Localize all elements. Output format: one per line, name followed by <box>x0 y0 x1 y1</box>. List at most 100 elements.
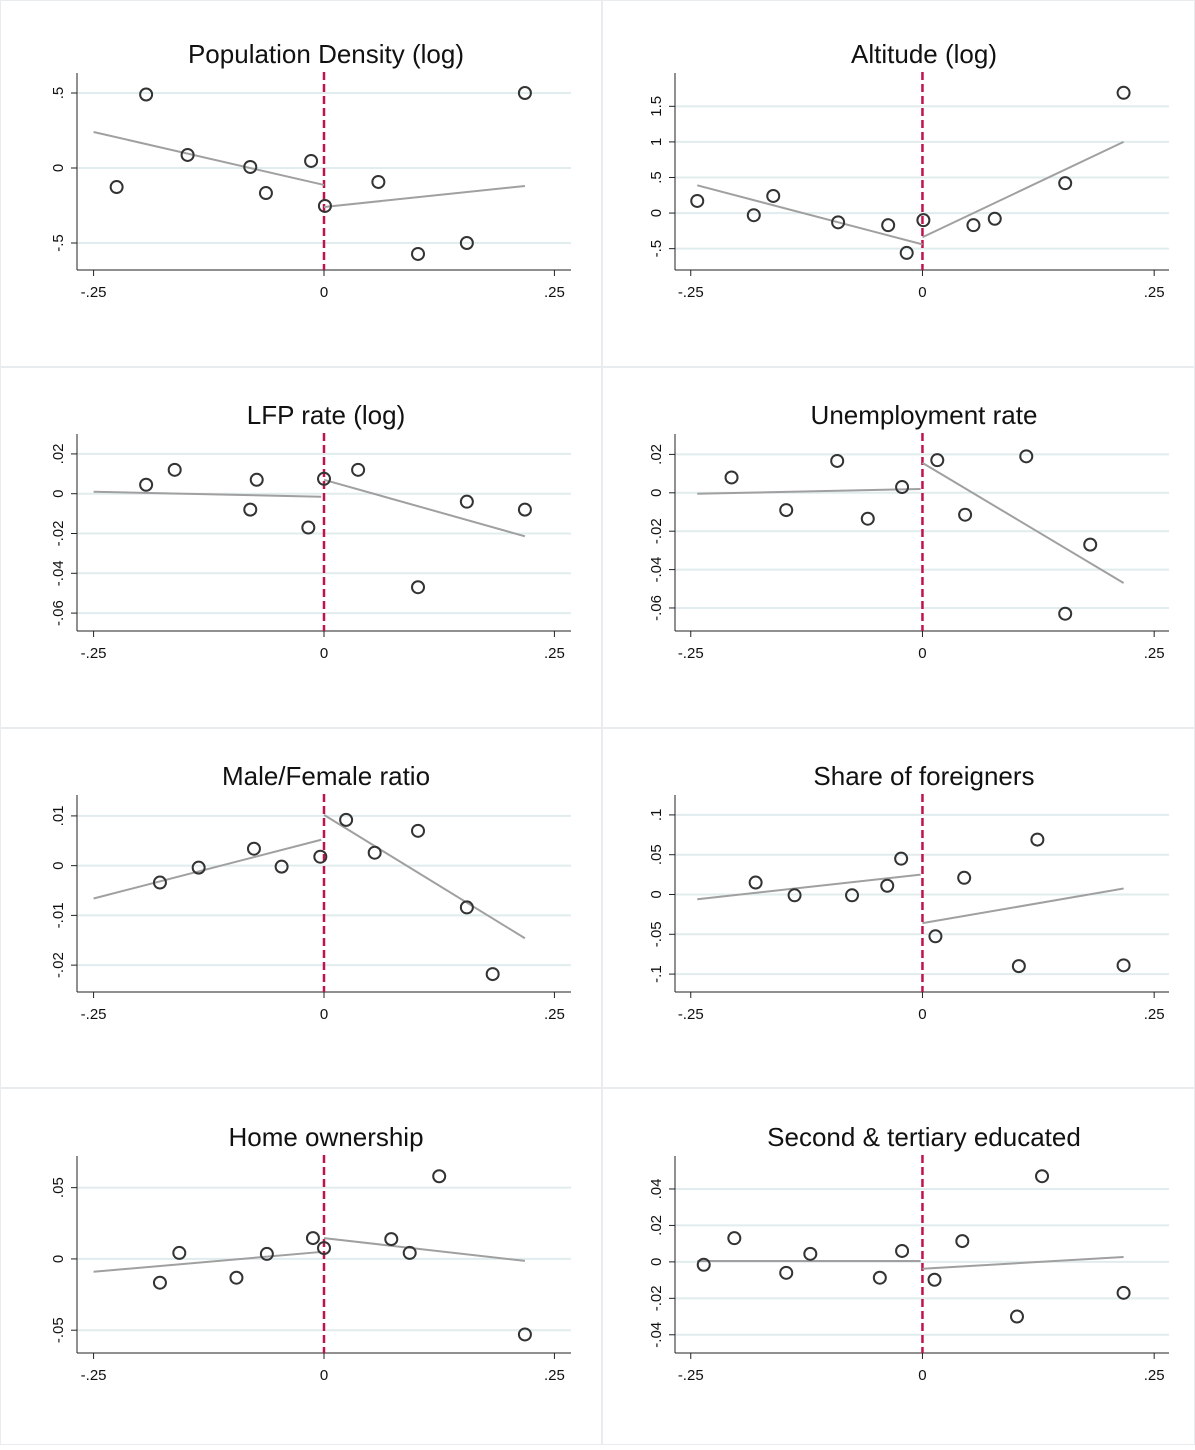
y-tick-label: .05 <box>50 1177 67 1198</box>
data-point <box>339 812 354 827</box>
y-tick-label: .01 <box>50 805 67 826</box>
data-point <box>966 218 981 233</box>
x-tick-label: .25 <box>544 1006 565 1023</box>
y-tick-label: 1.5 <box>648 96 665 117</box>
panel-title: Share of foreigners <box>813 761 1034 791</box>
y-tick-label: -.05 <box>648 921 665 947</box>
fit-line <box>323 814 526 940</box>
y-tick-label: -.04 <box>648 557 665 583</box>
data-point <box>696 1257 711 1272</box>
data-point <box>831 215 846 230</box>
data-point <box>779 503 794 518</box>
data-point <box>916 213 931 228</box>
data-point <box>779 1265 794 1280</box>
data-point <box>371 174 386 189</box>
panel-title: LFP rate (log) <box>247 400 405 430</box>
data-point <box>955 1234 970 1249</box>
data-point <box>881 218 896 233</box>
data-point <box>152 1275 167 1290</box>
panel-title: Altitude (log) <box>851 39 997 69</box>
panel-title: Male/Female ratio <box>222 761 430 791</box>
y-tick-label: -.02 <box>50 952 67 978</box>
data-point <box>109 180 124 195</box>
panel: LFP rate (log) -.06 -.04 -.02 0 .02 -.25 0 .25 <box>50 400 571 662</box>
fit-line <box>93 490 322 498</box>
data-point <box>958 507 973 522</box>
data-point <box>259 1246 274 1261</box>
fit-line <box>697 487 921 495</box>
x-tick-label: -.25 <box>81 284 107 301</box>
data-point <box>351 462 366 477</box>
data-point <box>304 153 319 168</box>
data-point <box>872 1270 887 1285</box>
x-tick-label: .25 <box>544 284 565 301</box>
x-tick-label: 0 <box>320 284 328 301</box>
y-tick-label: .5 <box>50 87 67 100</box>
data-point <box>432 1169 447 1184</box>
data-point <box>229 1270 244 1285</box>
panel: Male/Female ratio -.02 -.01 0 .01 -.25 0 .25 <box>50 761 571 1023</box>
y-tick-label: -.04 <box>50 560 67 586</box>
data-point <box>249 472 264 487</box>
y-tick-label: 0 <box>50 861 67 869</box>
data-point <box>1116 958 1131 973</box>
data-point <box>167 462 182 477</box>
data-point <box>845 888 860 903</box>
data-point <box>152 875 167 890</box>
y-tick-label: -.04 <box>648 1322 665 1348</box>
y-tick-label: -.06 <box>648 595 665 621</box>
data-point <box>305 1231 320 1246</box>
data-point <box>894 851 909 866</box>
data-point <box>313 849 328 864</box>
panel: Second & tertiary educated -.04 -.02 0 .02 .0… <box>648 1122 1169 1384</box>
data-point <box>1116 85 1131 100</box>
data-point <box>243 159 258 174</box>
fit-line <box>921 462 1125 584</box>
y-tick-label: -.5 <box>50 234 67 252</box>
data-point <box>301 520 316 535</box>
data-point <box>724 470 739 485</box>
y-tick-label: 0 <box>50 164 67 172</box>
data-point <box>830 453 845 468</box>
y-tick-label: -.02 <box>648 518 665 544</box>
x-tick-label: -.25 <box>81 1367 107 1384</box>
panel: Population Density (log) -.5 0 .5 -.25 0 .25 <box>50 39 571 301</box>
y-tick-label: 0 <box>50 490 67 498</box>
y-tick-label: .1 <box>648 809 665 822</box>
y-tick-label: 0 <box>648 209 665 217</box>
fit-line <box>697 873 921 901</box>
data-point <box>139 477 154 492</box>
data-point <box>899 245 914 260</box>
y-tick-label: .02 <box>648 1215 665 1236</box>
data-point <box>411 823 426 838</box>
data-point <box>880 878 895 893</box>
x-tick-label: 0 <box>918 284 926 301</box>
data-point <box>746 208 761 223</box>
y-tick-label: .5 <box>648 171 665 184</box>
data-point <box>139 87 154 102</box>
y-tick-label: .02 <box>50 443 67 464</box>
y-tick-label: -.02 <box>648 1285 665 1311</box>
data-point <box>1010 1309 1024 1324</box>
data-point <box>928 929 943 944</box>
data-point <box>895 480 910 495</box>
x-tick-label: 0 <box>320 1367 328 1384</box>
fit-line <box>323 185 526 208</box>
x-tick-label: 0 <box>320 645 328 662</box>
data-point <box>317 471 331 486</box>
panel: Altitude (log) -.5 0 .5 1 1.5 -.25 0 .25 <box>648 39 1169 301</box>
y-tick-label: -.02 <box>50 521 67 547</box>
data-point <box>411 580 426 595</box>
panel-title: Second & tertiary educated <box>767 1122 1081 1152</box>
x-tick-label: -.25 <box>678 284 704 301</box>
y-tick-label: 0 <box>648 1258 665 1266</box>
fit-line <box>93 131 325 186</box>
y-tick-label: 1 <box>648 138 665 146</box>
x-tick-label: 0 <box>320 1006 328 1023</box>
data-point <box>1058 606 1073 621</box>
data-point <box>317 1241 331 1256</box>
x-tick-label: 0 <box>918 645 926 662</box>
panel: Share of foreigners -.1 -.05 0 .05 .1 -.25 0 .25 <box>648 761 1169 1023</box>
data-point <box>895 1243 910 1258</box>
